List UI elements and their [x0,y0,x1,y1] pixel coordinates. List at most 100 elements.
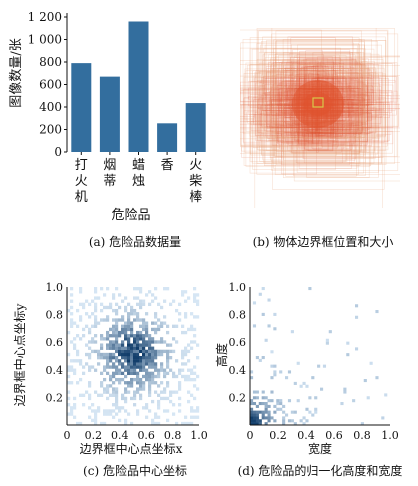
heat-cell [82,302,86,307]
heat-cell [178,409,182,413]
heat-cell [190,421,194,426]
heat-cell [91,324,95,328]
heat-cell [142,356,146,360]
heat-cell [130,377,134,382]
heat-cell [163,396,167,401]
heat-cell [124,346,128,350]
heat-cell [124,374,128,379]
heat-cell [273,373,277,377]
y-tick-label: 0 [54,145,62,159]
heat-cell [106,396,110,401]
bbox [263,52,372,166]
heat-cell [79,421,83,426]
heat-cell [157,368,161,372]
heat-cell [88,315,92,319]
heat-cell [151,352,155,357]
heat-cell [100,371,104,376]
heat-cell [118,368,122,372]
heat-cell [136,381,140,385]
heat-cell [267,419,271,423]
heat-cell [133,368,137,372]
heat-cell [130,362,134,366]
heat-cell [190,368,194,372]
heat-cell [145,327,149,332]
heat-cell [145,377,149,382]
heat-cell [193,377,197,382]
heat-cell [70,412,74,416]
heat-cell [100,302,104,307]
heat-cell [151,340,155,344]
heat-cell [124,390,128,394]
heat-cell [142,365,146,369]
heat-cell [115,330,119,335]
heat-cell [154,381,158,385]
heat-cell [109,334,113,338]
heat-cell [133,337,137,341]
heat-cell [115,346,119,350]
heat-cell [115,340,119,344]
heat-cell [100,334,104,338]
heat-cell [151,349,155,354]
heat-cell [193,409,197,413]
heat-cell [103,305,107,310]
heat-cell [106,315,110,319]
heat-cell [115,377,119,382]
heat-cell [94,409,98,413]
heat-cell [154,365,158,369]
heat-cell [94,349,98,354]
heat-cell [148,343,152,347]
heat-cell [187,327,191,332]
heat-cell [130,396,134,401]
heat-cell [109,412,113,416]
bbox [251,48,375,164]
heat-cell [314,407,318,411]
bbox [289,84,394,129]
heat-cell [139,324,143,328]
heat-cell [148,349,152,354]
heat-cell [193,299,197,303]
heat-cell [85,312,89,316]
heat-cell [106,305,110,310]
heat-cell [148,302,152,307]
heat-cell [97,409,101,413]
heat-cell [250,410,254,414]
bbox [256,58,366,138]
heat-cell [145,352,149,357]
bar [185,103,206,152]
heat-cell [133,356,137,360]
heat-cell [106,334,110,338]
x-tick-label-char: 烟 [103,158,116,173]
heat-cell [142,340,146,344]
heat-cell [346,341,350,345]
heat-cell [276,407,280,411]
heat-cell [145,321,149,325]
heat-cell [142,346,146,350]
heat-cell [121,346,125,350]
heat-cell [118,409,122,413]
heat-cell [196,374,200,379]
heat-cell [121,377,125,382]
heat-cell [169,343,173,347]
bbox [275,30,362,152]
heat-cell [166,330,170,335]
x-tick-label-char: 火 [75,174,88,189]
x-tick-label-char: 柴 [189,174,202,189]
heat-cell [139,393,143,397]
heat-cell [115,337,119,341]
heat-cell [196,409,200,413]
heat-cell [112,371,116,376]
heat-cell [340,402,344,406]
heat-cell [115,390,119,394]
heat-cell [94,340,98,344]
heat-cell [193,340,197,344]
heat-cell [154,287,158,291]
heat-cell [154,340,158,344]
heat-cell [106,330,110,335]
y-tick-label: 0.8 [46,309,64,322]
heat-cell [124,337,128,341]
heat-cell [109,305,113,310]
heat-cell [163,409,167,413]
heat-cell [290,419,294,423]
heat-cell [142,384,146,388]
heat-cell [343,390,347,394]
